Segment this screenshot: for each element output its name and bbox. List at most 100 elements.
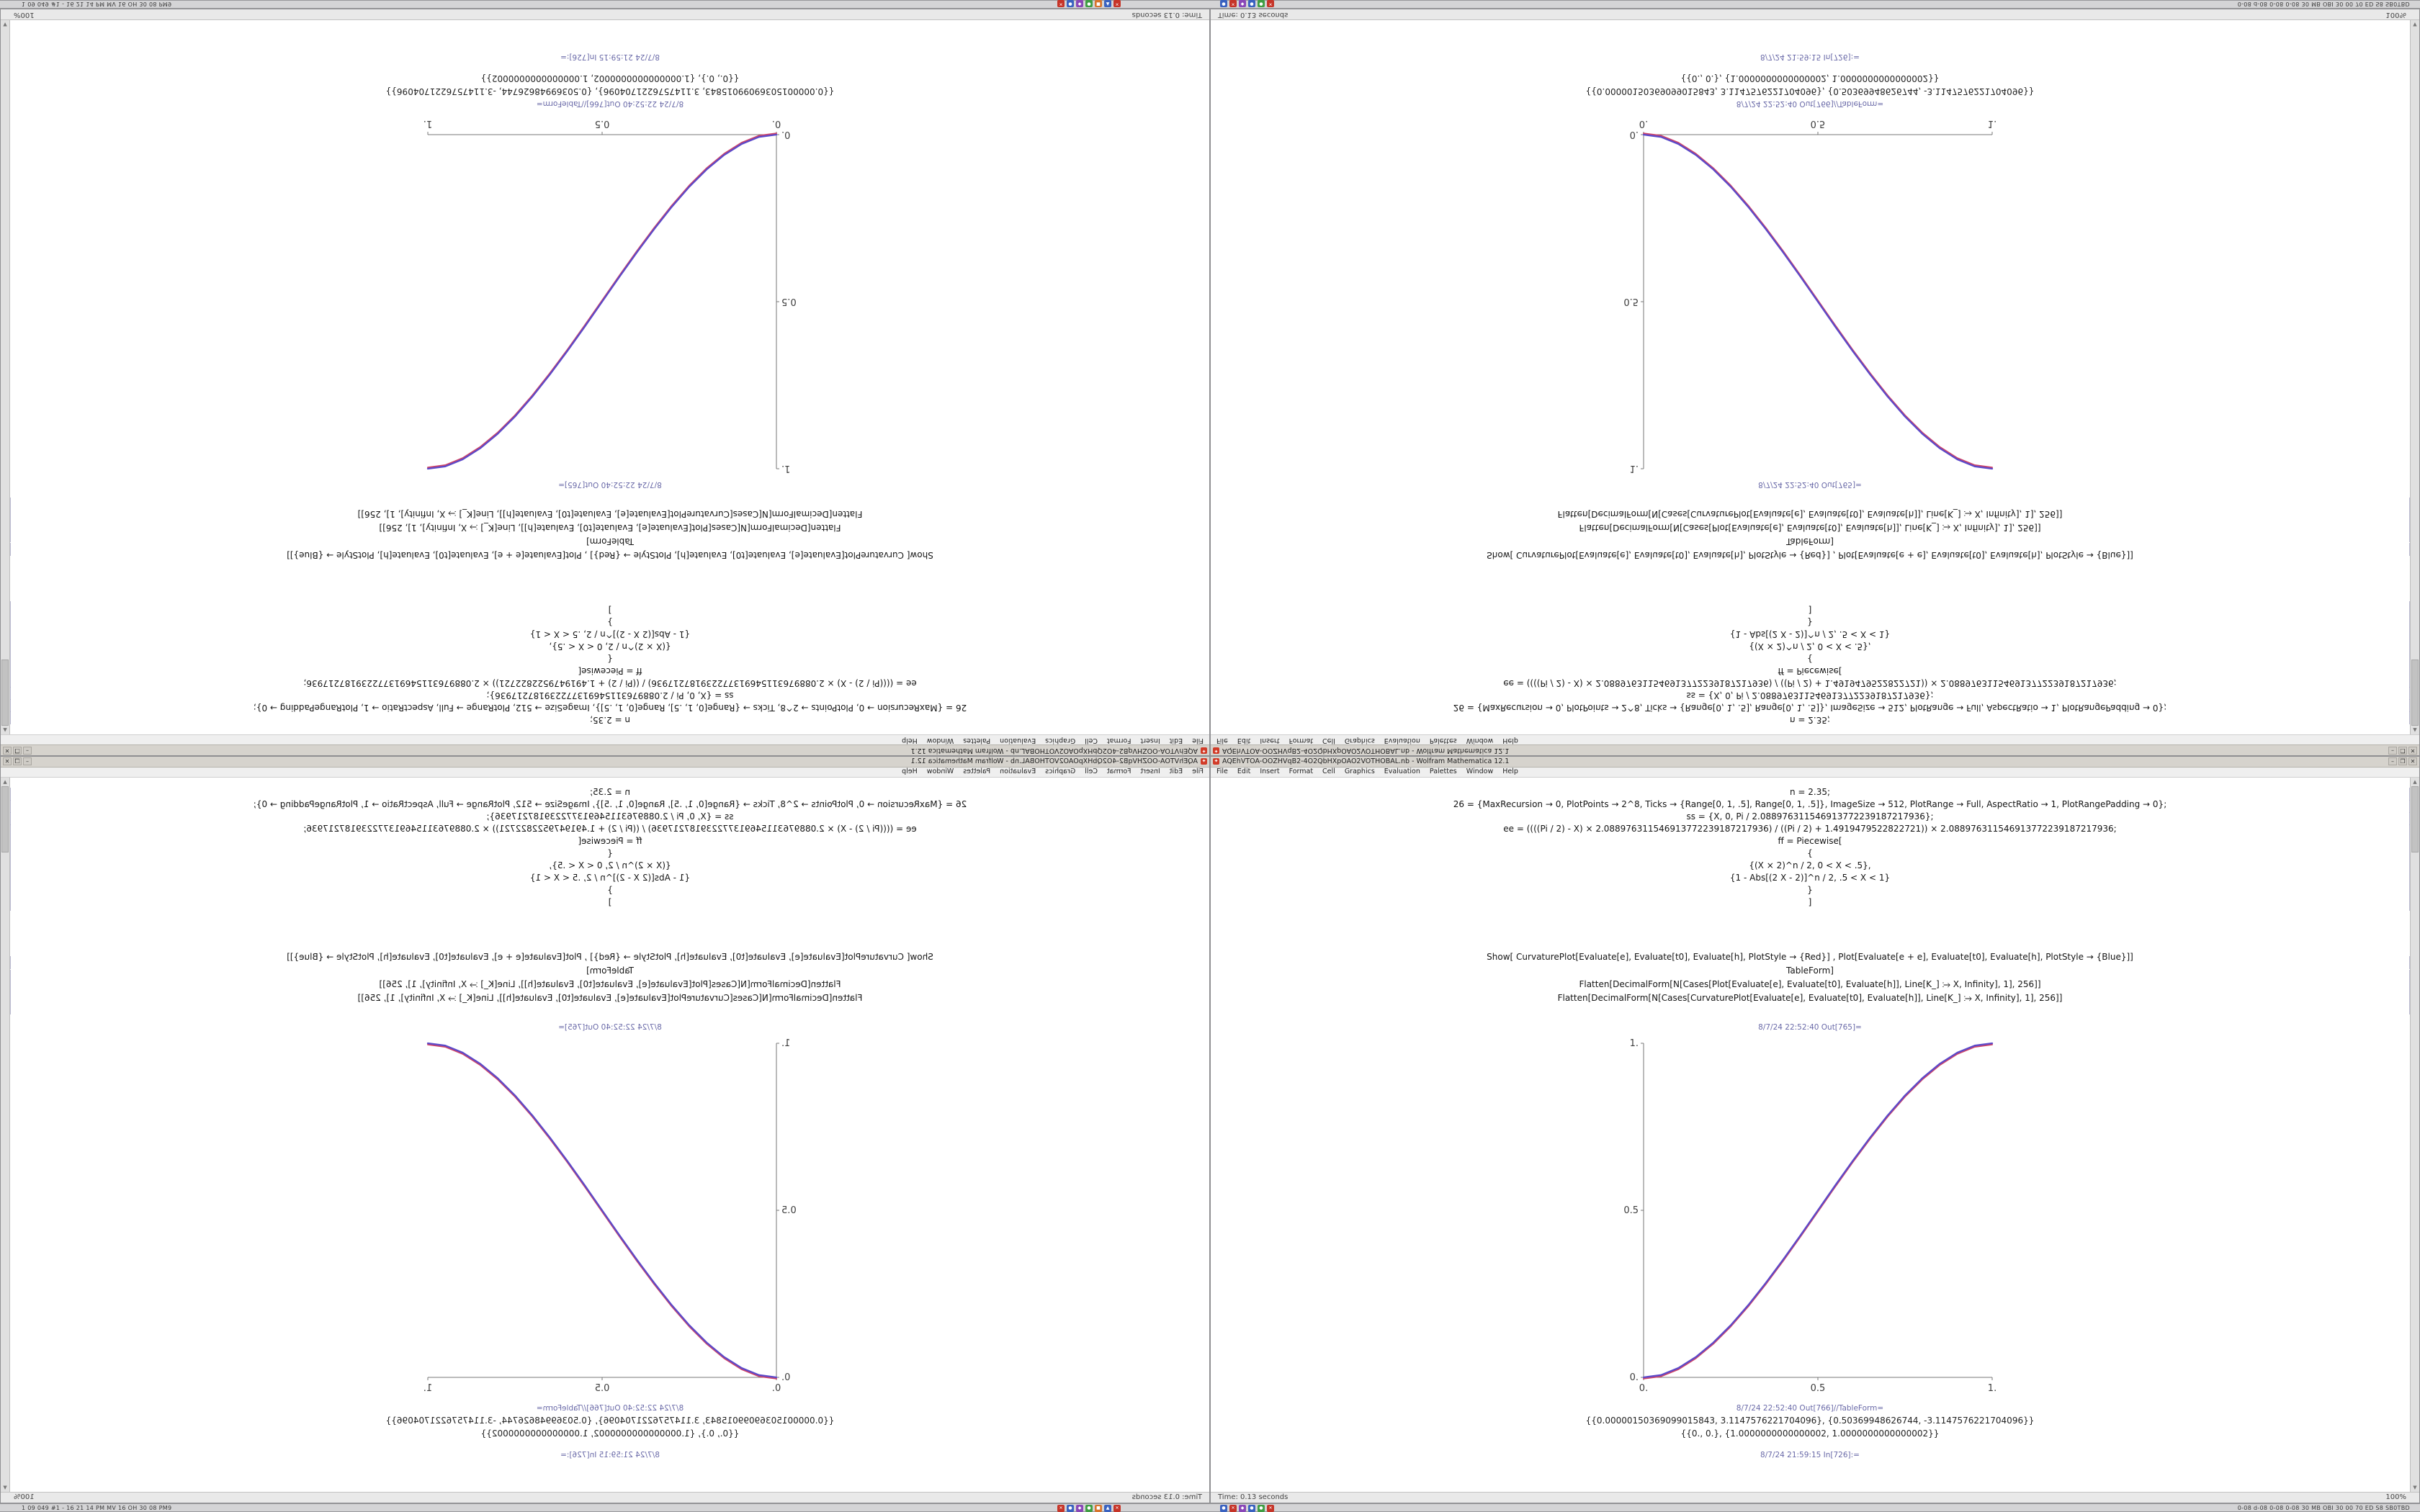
input-cell-line[interactable]: {(X × 2)^n / 2, 0 < X < .5}, [549, 860, 671, 870]
menu-item-help[interactable]: Help [1502, 768, 1518, 775]
input-cell-line[interactable]: 26 = {MaxRecursion → 0, PlotPoints → 2^8… [1453, 703, 2167, 713]
input-cell-line[interactable]: {1 - Abs[(2 X - 2)]^n / 2, .5 < X < 1} [529, 873, 691, 883]
input-cell-line[interactable]: n = 2.35; [589, 715, 631, 725]
input-cell-line[interactable]: Flatten[DecimalForm[N[Cases[Plot[Evaluat… [379, 979, 841, 989]
app-icon-purple-2[interactable]: ◆ [1239, 1505, 1246, 1512]
input-cell-line[interactable]: Flatten[DecimalForm[N[Cases[CurvaturePlo… [1557, 993, 2063, 1003]
app-icon-green-2[interactable]: ● [1258, 1505, 1265, 1512]
app-icon-blue-1[interactable]: ● [1067, 0, 1074, 7]
magnification-status[interactable]: 100% [14, 1493, 35, 1501]
app-icon-red-4[interactable]: ✕ [1267, 0, 1274, 7]
input-cell-line[interactable]: Flatten[DecimalForm[N[Cases[CurvaturePlo… [1557, 509, 2063, 519]
menu-item-evaluation[interactable]: Evaluation [1000, 768, 1036, 775]
menu-item-palettes[interactable]: Palettes [1429, 737, 1457, 744]
input-cell-line[interactable]: Show[ CurvaturePlot[Evaluate[e], Evaluat… [1487, 550, 2133, 560]
input-cell-line[interactable]: ee = ((((Pi / 2) - X) × 2.08897631154691… [303, 824, 917, 834]
minimize-button[interactable]: – [23, 757, 32, 765]
maximize-button[interactable]: ❐ [2398, 757, 2407, 765]
app-icon-red-3[interactable]: ✕ [1229, 1505, 1237, 1512]
input-cell-line[interactable]: n = 2.35; [1789, 715, 1831, 725]
app-icon-red-2[interactable]: ✕ [1113, 0, 1121, 7]
menu-item-edit[interactable]: Edit [1169, 737, 1183, 744]
magnification-status[interactable]: 100% [2385, 1493, 2406, 1501]
input-cell-line[interactable]: 26 = {MaxRecursion → 0, PlotPoints → 2^8… [1453, 799, 2167, 809]
menu-item-graphics[interactable]: Graphics [1045, 768, 1076, 775]
menu-item-format[interactable]: Format [1289, 737, 1314, 744]
app-icon-green-2[interactable]: ● [1258, 0, 1265, 7]
app-icon-purple-2[interactable]: ◆ [1239, 0, 1246, 7]
scrollbar-thumb[interactable] [1, 786, 9, 852]
app-icon-orange-1[interactable]: ■ [1095, 0, 1102, 7]
input-cell-line[interactable]: } [1807, 617, 1813, 627]
menu-item-file[interactable]: File [1192, 737, 1204, 744]
app-icon-green-1[interactable]: ● [1085, 1505, 1093, 1512]
close-button[interactable]: ✕ [2408, 757, 2417, 765]
menu-item-insert[interactable]: Insert [1260, 768, 1280, 775]
window-titlebar[interactable]: ✦ AQEhVTOA-OOZHVqB2-4O2QbHXpOAO2VOTHOBAL… [1211, 757, 2419, 768]
app-icon-blue-3[interactable]: ● [1220, 0, 1227, 7]
vertical-scrollbar[interactable]: ▲ ▼ [2410, 778, 2419, 1492]
app-icon-purple-1[interactable]: ◆ [1076, 0, 1083, 7]
input-cell-line[interactable]: } [1807, 885, 1813, 895]
app-icon-red-2[interactable]: ✕ [1113, 1505, 1121, 1512]
close-button[interactable]: ✕ [3, 757, 12, 765]
maximize-button[interactable]: ❐ [13, 757, 22, 765]
menu-item-window[interactable]: Window [1466, 737, 1494, 744]
input-cell-line[interactable]: {(X × 2)^n / 2, 0 < X < .5}, [549, 642, 671, 652]
input-cell-line[interactable]: Show[ CurvaturePlot[Evaluate[e], Evaluat… [287, 550, 933, 560]
scroll-up-icon[interactable]: ▲ [2413, 727, 2417, 733]
input-cell-line[interactable]: ff = Piecewise[ [1778, 836, 1842, 846]
menu-item-window[interactable]: Window [1466, 768, 1494, 775]
input-cell-line[interactable]: n = 2.35; [589, 787, 631, 797]
input-cell-line[interactable]: 26 = {MaxRecursion → 0, PlotPoints → 2^8… [253, 703, 967, 713]
app-icon-blue-3[interactable]: ● [1220, 1505, 1227, 1512]
menu-item-edit[interactable]: Edit [1237, 768, 1251, 775]
input-cell-line[interactable]: 26 = {MaxRecursion → 0, PlotPoints → 2^8… [253, 799, 967, 809]
scroll-down-icon[interactable]: ▼ [3, 22, 7, 27]
maximize-button[interactable]: ❐ [2398, 747, 2407, 755]
input-cell-line[interactable]: Flatten[DecimalForm[N[Cases[Plot[Evaluat… [1579, 979, 2041, 989]
app-icon-red-1[interactable]: ✕ [1057, 0, 1065, 7]
app-icon-green-1[interactable]: ● [1085, 0, 1093, 7]
menu-item-edit[interactable]: Edit [1237, 737, 1251, 744]
input-cell-line[interactable]: ff = Piecewise[ [578, 666, 642, 676]
scroll-down-icon[interactable]: ▼ [2413, 1485, 2417, 1490]
input-cell-line[interactable]: ff = Piecewise[ [578, 836, 642, 846]
input-cell-line[interactable]: TableForm] [1786, 966, 1834, 976]
menu-item-format[interactable]: Format [1289, 768, 1314, 775]
input-cell-line[interactable]: } [607, 617, 613, 627]
input-cell-line[interactable]: { [1807, 654, 1813, 664]
menu-item-palettes[interactable]: Palettes [963, 737, 991, 744]
app-icon-blue-2[interactable]: ▲ [1104, 1505, 1111, 1512]
window-titlebar[interactable]: ✦ AQEhVTOA-OOZHVqB2-4O2QbHXpOAO2VOTHOBAL… [1211, 744, 2419, 755]
menu-item-insert[interactable]: Insert [1140, 737, 1160, 744]
magnification-status[interactable]: 100% [2385, 11, 2406, 19]
scrollbar-thumb[interactable] [1, 660, 9, 726]
menu-item-help[interactable]: Help [902, 737, 918, 744]
input-cell-line[interactable]: Show[ CurvaturePlot[Evaluate[e], Evaluat… [1487, 952, 2133, 962]
menu-item-cell[interactable]: Cell [1322, 737, 1335, 744]
input-cell-line[interactable]: ss = {X, 0, Pi / 2.088976311546913772239… [1686, 811, 1934, 822]
input-cell-line[interactable]: ] [608, 897, 612, 907]
menu-item-evaluation[interactable]: Evaluation [1000, 737, 1036, 744]
input-cell-line[interactable]: {1 - Abs[(2 X - 2)]^n / 2, .5 < X < 1} [1729, 629, 1891, 639]
scroll-down-icon[interactable]: ▼ [3, 1485, 7, 1490]
app-icon-orange-1[interactable]: ■ [1095, 1505, 1102, 1512]
input-cell-line[interactable]: ee = ((((Pi / 2) - X) × 2.08897631154691… [303, 678, 917, 688]
taskbar-window-list[interactable]: 1 09 049 #1 - 16 21 14 PM MV 16 OH 30 08… [22, 1505, 172, 1511]
input-cell-line[interactable]: {(X × 2)^n / 2, 0 < X < .5}, [1749, 860, 1871, 870]
input-cell-line[interactable]: TableForm] [586, 966, 634, 976]
menu-item-cell[interactable]: Cell [1085, 768, 1098, 775]
menu-item-file[interactable]: File [1192, 768, 1204, 775]
vertical-scrollbar[interactable]: ▲ ▼ [1, 778, 10, 1492]
input-cell-line[interactable]: { [607, 654, 613, 664]
input-cell-line[interactable]: n = 2.35; [1789, 787, 1831, 797]
input-cell-line[interactable]: Flatten[DecimalForm[N[Cases[Plot[Evaluat… [1579, 523, 2041, 533]
input-cell-line[interactable]: Flatten[DecimalForm[N[Cases[CurvaturePlo… [357, 993, 863, 1003]
menu-item-palettes[interactable]: Palettes [963, 768, 991, 775]
menu-item-window[interactable]: Window [926, 768, 954, 775]
app-icon-blue-4[interactable]: ● [1248, 0, 1255, 7]
maximize-button[interactable]: ❐ [13, 747, 22, 755]
menu-item-insert[interactable]: Insert [1260, 737, 1280, 744]
magnification-status[interactable]: 100% [14, 11, 35, 19]
